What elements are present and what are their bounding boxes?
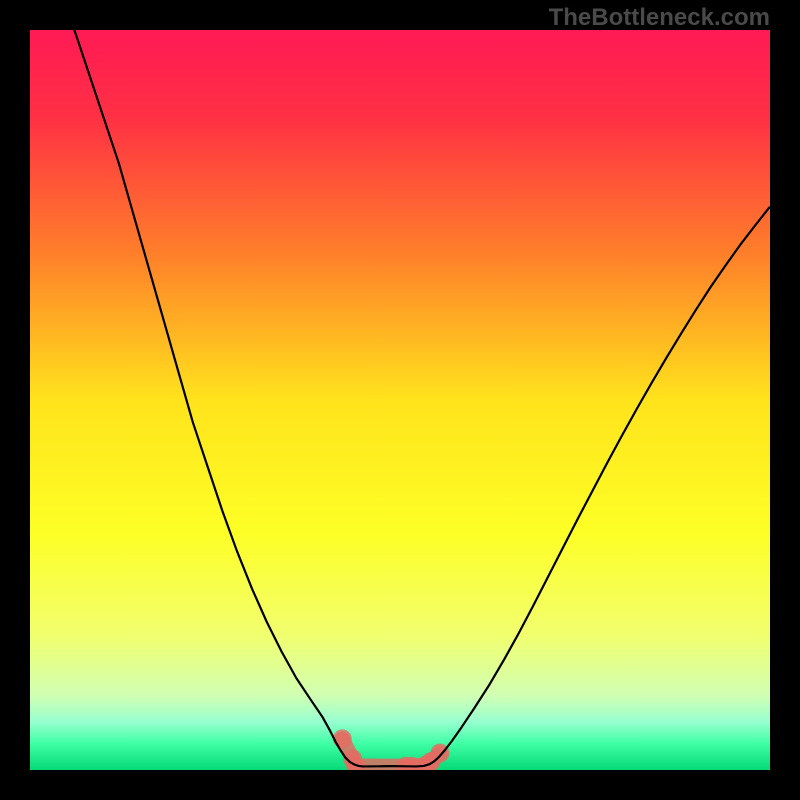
chart-frame: TheBottleneck.com xyxy=(0,0,800,800)
watermark-text: TheBottleneck.com xyxy=(549,4,770,32)
bottleneck-marker xyxy=(333,729,450,770)
plot-area xyxy=(30,30,770,770)
curve-layer xyxy=(30,30,770,770)
bottleneck-curve xyxy=(74,30,769,766)
